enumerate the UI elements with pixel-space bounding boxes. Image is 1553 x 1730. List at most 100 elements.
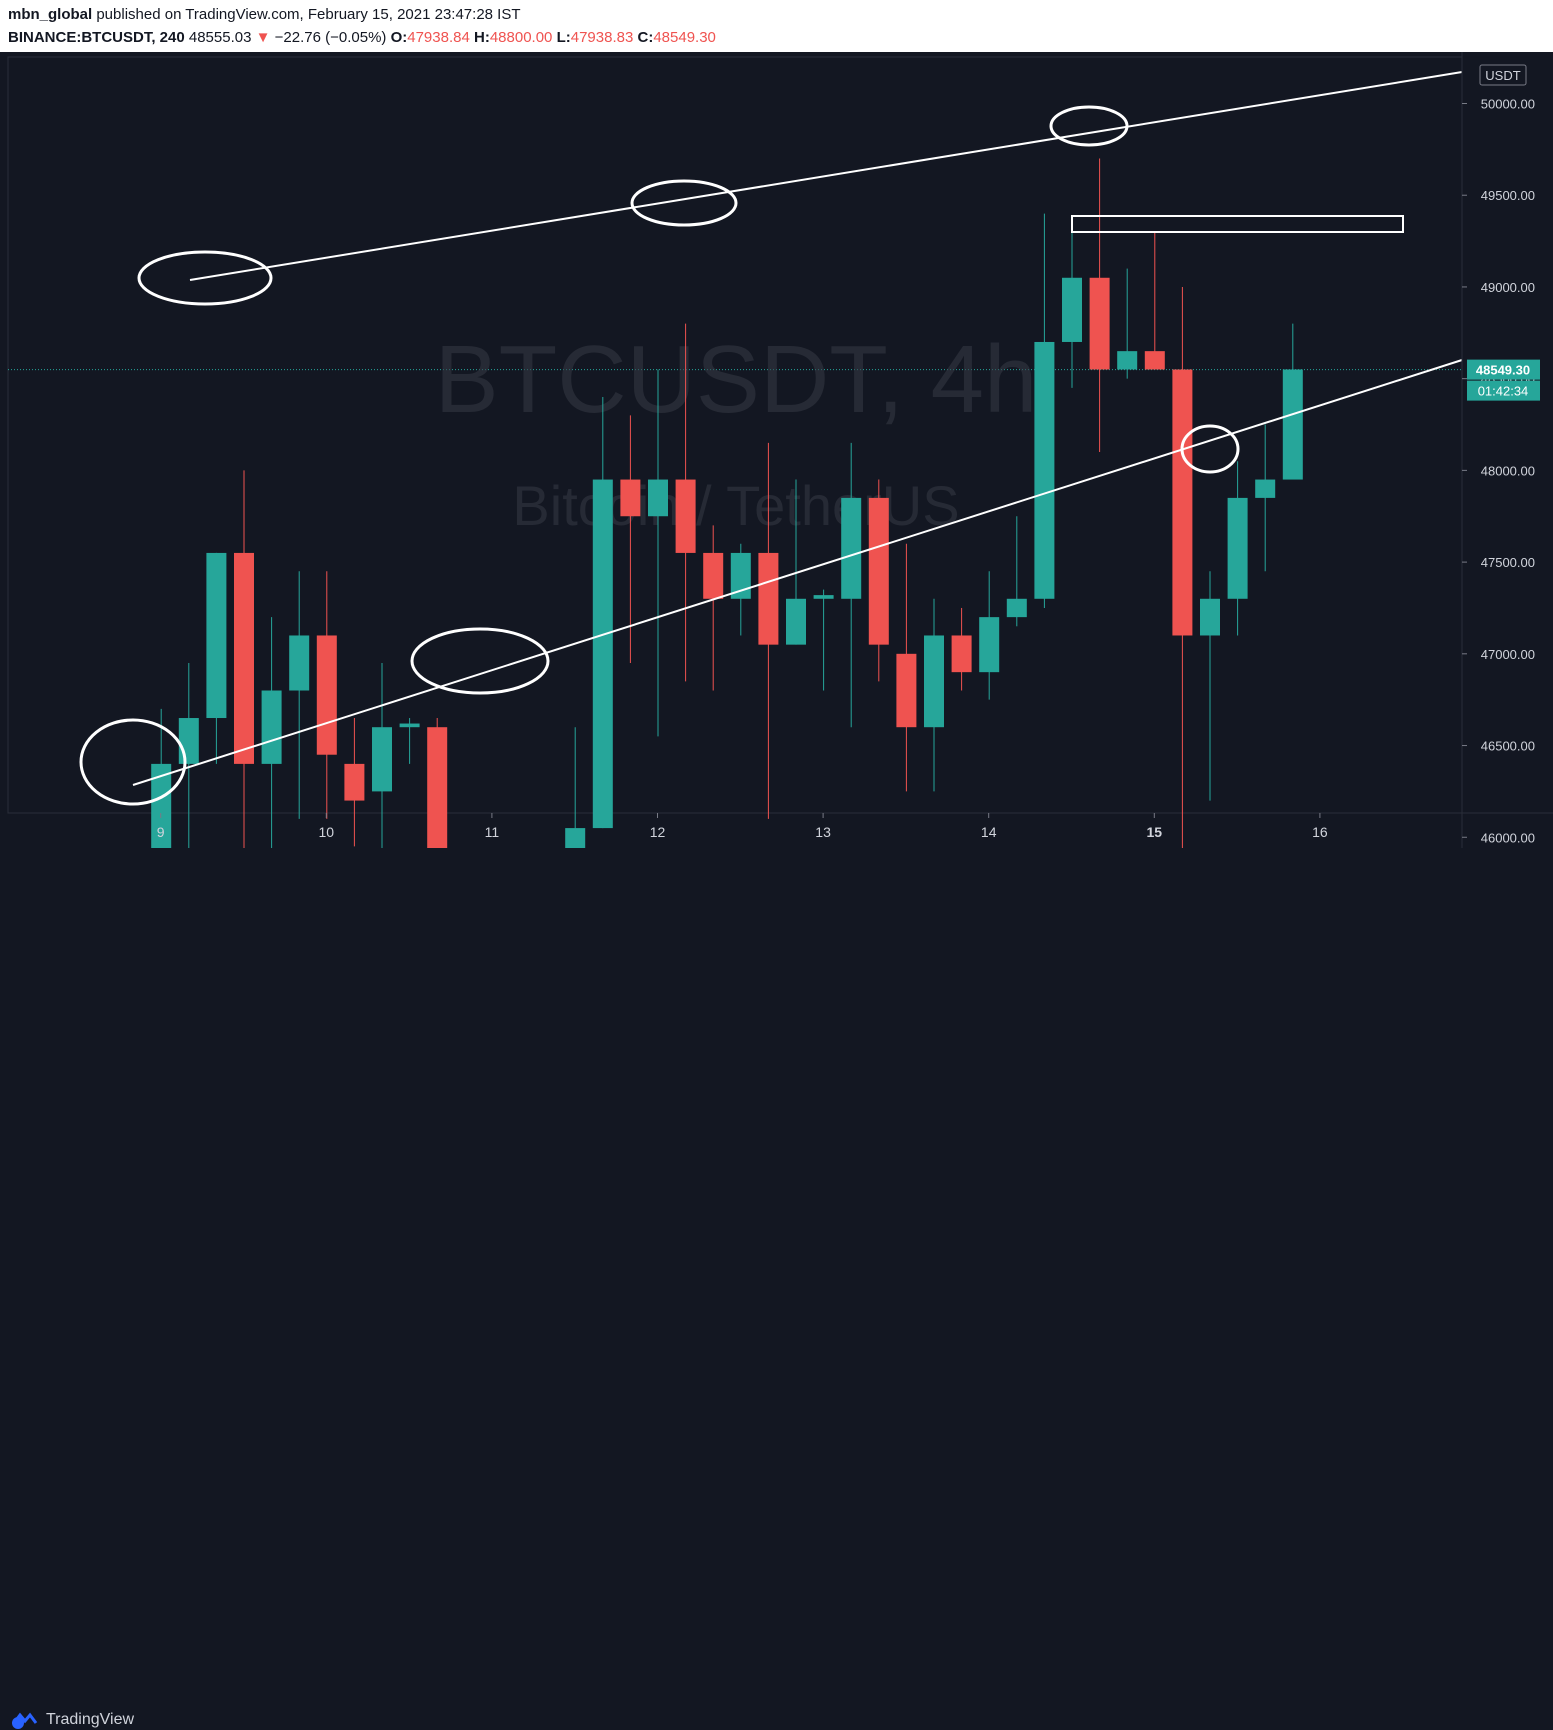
candle[interactable] [675, 323, 696, 682]
publisher-name[interactable]: mbn_global [8, 6, 93, 23]
high-value: 48800.00 [489, 29, 553, 46]
candle[interactable] [703, 525, 724, 691]
candle-body [786, 598, 806, 645]
ohlc-legend: BINANCE:BTCUSDT, 240 48555.03 ▼ −22.76 (… [8, 29, 716, 46]
candle-body [868, 497, 889, 645]
candle-body [841, 497, 862, 599]
open-value: 47938.84 [407, 29, 470, 46]
candle[interactable] [924, 598, 944, 792]
brand[interactable]: TradingView [10, 1710, 134, 1730]
candle-body [1117, 351, 1138, 370]
candle[interactable] [1144, 231, 1165, 370]
candle-body [648, 479, 668, 517]
symbol-label[interactable]: BINANCE:BTCUSDT, 240 [8, 29, 185, 46]
countdown-badge [1467, 380, 1540, 401]
candle-body [1255, 479, 1276, 498]
ellipse-marker[interactable] [79, 718, 187, 806]
lower-trendline[interactable] [132, 359, 1463, 786]
footer-bar: TradingView [0, 848, 1553, 1729]
candle-body [427, 727, 448, 848]
candle[interactable] [1255, 424, 1276, 572]
candle[interactable] [206, 552, 227, 764]
high-label: H: [474, 29, 490, 46]
ellipse-marker[interactable] [630, 179, 738, 227]
candle[interactable] [620, 415, 641, 663]
candle-body [1034, 341, 1055, 599]
ellipse-marker[interactable] [1049, 105, 1129, 147]
candle[interactable] [1034, 213, 1055, 608]
candle[interactable] [592, 397, 613, 829]
time-tick-label: 14 [981, 824, 997, 840]
candle[interactable] [951, 607, 972, 691]
candle-body [979, 617, 1000, 673]
candle[interactable] [151, 708, 172, 848]
candle-body [1006, 598, 1027, 618]
watermark-symbol: BTCUSDT, 4h [435, 326, 1038, 433]
upper-trendline[interactable] [189, 71, 1463, 281]
candle[interactable] [289, 571, 310, 819]
price-tick-label: 50000.00 [1481, 97, 1535, 112]
candle[interactable] [896, 543, 917, 792]
close-label: C: [637, 29, 654, 46]
candle-body [1227, 497, 1248, 599]
ellipse-marker[interactable] [137, 250, 273, 306]
candle[interactable] [178, 662, 199, 848]
candle[interactable] [758, 442, 779, 819]
candle[interactable] [565, 727, 586, 848]
candle-body [1172, 369, 1193, 636]
candle-body [951, 635, 972, 673]
candle[interactable] [648, 369, 668, 737]
candle[interactable] [1006, 516, 1027, 627]
candle[interactable] [316, 571, 337, 819]
candle[interactable] [261, 617, 282, 848]
candle-body [234, 552, 254, 764]
candle[interactable] [1062, 222, 1082, 388]
candle[interactable] [234, 470, 254, 848]
last-price: 48555.03 [188, 29, 252, 46]
candle-body [620, 479, 641, 517]
candle[interactable] [372, 662, 392, 848]
candle[interactable] [1089, 158, 1110, 453]
time-tick-label: 12 [650, 824, 666, 840]
candle[interactable] [868, 479, 889, 682]
candle-body [592, 479, 613, 829]
candle-body [1089, 277, 1110, 370]
candle-body [1200, 598, 1220, 636]
ellipse-marker[interactable] [1180, 424, 1240, 474]
price-change: −22.76 (−0.05%) [274, 29, 387, 46]
candle[interactable] [841, 442, 862, 728]
candle-body [1282, 369, 1303, 480]
last-price-badge [1467, 359, 1540, 380]
candle[interactable] [399, 718, 420, 764]
candle-body [1062, 277, 1082, 342]
candle[interactable] [344, 718, 365, 847]
candle[interactable] [786, 479, 806, 645]
candle[interactable] [1200, 571, 1220, 801]
publish-line: mbn_global published on TradingView.com,… [8, 6, 521, 23]
price-tick-label: 47500.00 [1481, 555, 1535, 570]
brand-label: TradingView [46, 1711, 135, 1728]
ellipse-marker[interactable] [410, 627, 550, 695]
candle[interactable] [427, 718, 448, 848]
time-tick-label: 13 [815, 824, 831, 840]
price-tick-label: 47000.00 [1481, 647, 1535, 662]
candle-body [151, 763, 172, 848]
candle-body [316, 635, 337, 755]
candle-body [344, 763, 365, 801]
candle[interactable] [1117, 268, 1138, 379]
candle-body [178, 718, 199, 764]
price-tick-label: 49000.00 [1481, 280, 1535, 295]
candle-body [675, 479, 696, 553]
candle-body [758, 552, 779, 645]
candle[interactable] [979, 571, 1000, 700]
close-value: 48549.30 [653, 29, 716, 46]
candle[interactable] [1227, 461, 1248, 636]
candle[interactable] [813, 589, 834, 691]
candle[interactable] [1172, 286, 1193, 848]
candle[interactable] [1282, 323, 1303, 480]
resistance-rectangle[interactable] [1071, 215, 1404, 233]
publish-header: mbn_global published on TradingView.com,… [0, 0, 1553, 52]
currency-badge[interactable] [1479, 64, 1527, 86]
candle-body [206, 552, 227, 719]
